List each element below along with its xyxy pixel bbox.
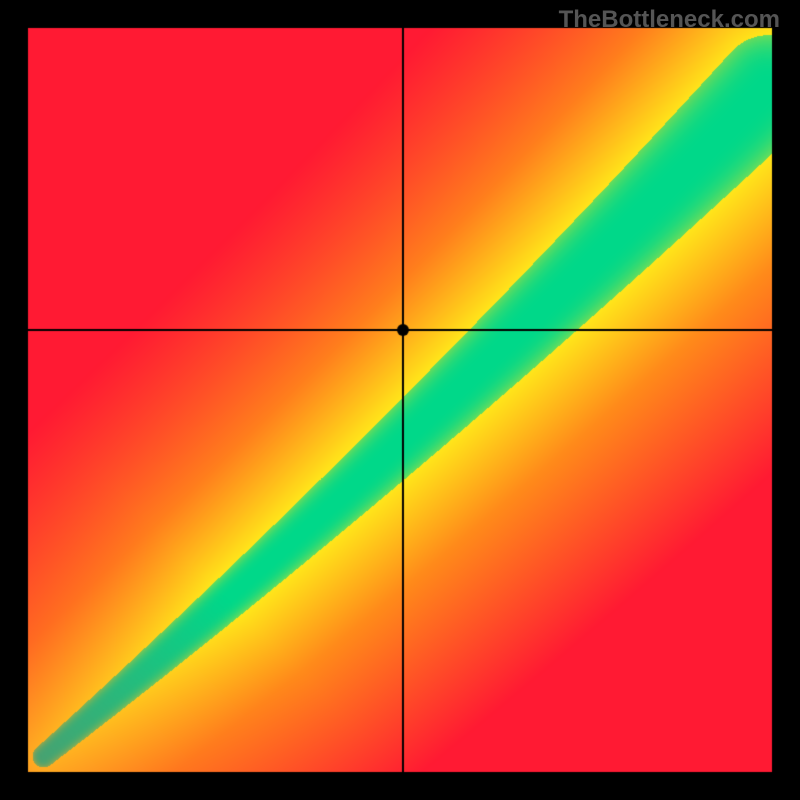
watermark-text: TheBottleneck.com (559, 6, 780, 34)
chart-container: TheBottleneck.com (0, 0, 800, 800)
heatmap-canvas (0, 0, 800, 800)
